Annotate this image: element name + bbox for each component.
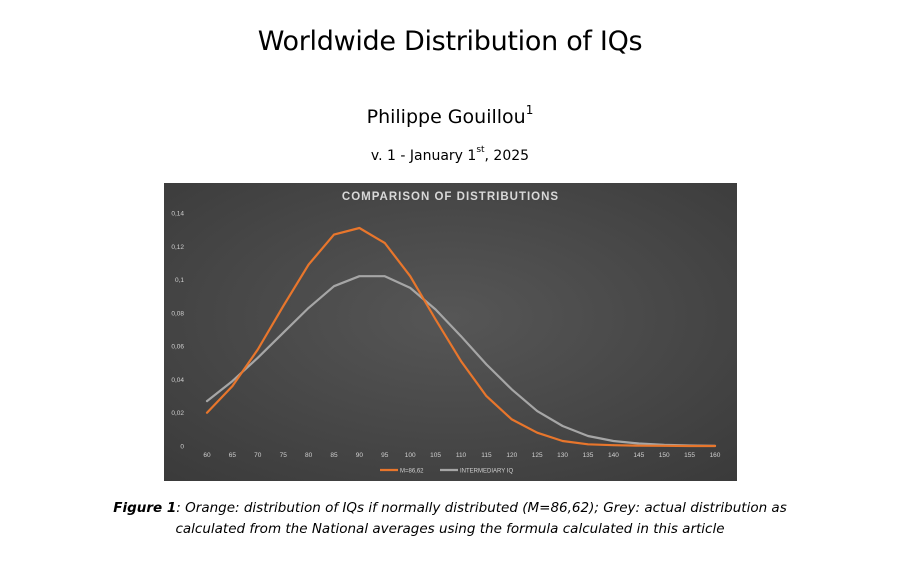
data-point-m-86-62 [383,242,386,244]
data-point-m-86-62 [561,440,564,442]
data-point-m-86-62 [256,348,259,351]
y-tick-label: 0,14 [171,211,184,218]
data-point-intermediary-iq [536,410,539,412]
x-tick-label: 140 [608,452,619,459]
data-point-m-86-62 [510,418,513,421]
data-point-m-86-62 [637,444,640,447]
x-tick-label: 80 [305,452,313,459]
y-tick-label: 0,02 [171,410,184,417]
caption-text: : Orange: distribution of IQs if normall… [175,500,787,537]
y-tick-label: 0,12 [171,244,184,251]
data-point-intermediary-iq [561,425,564,427]
data-point-intermediary-iq [510,388,513,391]
document-title: Worldwide Distribution of IQs [257,26,643,57]
data-point-m-86-62 [206,411,208,414]
x-tick-label: 115 [481,452,492,459]
x-tick-label: 90 [356,452,364,459]
y-tick-label: 0,1 [175,277,184,284]
data-point-intermediary-iq [612,440,615,442]
x-tick-label: 60 [203,452,211,459]
data-point-m-86-62 [409,275,412,278]
x-tick-label: 105 [430,452,441,459]
chart-background [164,183,737,481]
data-point-intermediary-iq [282,331,285,334]
data-point-m-86-62 [612,444,615,447]
figure-chart: COMPARISON OF DISTRIBUTIONS 0 0,02 0,04 0,06… [164,183,737,481]
x-tick-label: 130 [557,452,568,459]
data-point-intermediary-iq [434,308,437,311]
author-line: Philippe Gouillou1 [0,103,900,128]
y-tick-label: 0 [180,444,184,451]
y-tick-label: 0,06 [171,344,184,351]
data-point-m-86-62 [460,360,462,363]
author-name: Philippe Gouillou [366,106,526,128]
data-point-m-86-62 [333,233,335,236]
data-point-intermediary-iq [383,275,386,278]
data-point-m-86-62 [663,444,666,447]
x-tick-label: 85 [330,452,338,459]
figure-caption: Figure 1: Orange: distribution of IQs if… [100,498,800,540]
legend-label-intermediary-iq: INTERMEDIARY IQ [460,468,513,474]
data-point-m-86-62 [282,305,285,308]
data-point-m-86-62 [587,443,589,446]
version-suffix: , 2025 [484,148,530,164]
y-tick-label: 0,08 [171,310,184,317]
data-point-intermediary-iq [307,306,310,309]
x-tick-label: 120 [506,452,517,459]
caption-label: Figure 1 [113,500,177,516]
data-point-intermediary-iq [358,275,361,278]
data-point-intermediary-iq [206,400,208,402]
data-point-m-86-62 [485,395,488,397]
x-tick-label: 70 [254,452,262,459]
y-tick-label: 0,04 [171,377,184,384]
data-point-intermediary-iq [460,335,462,338]
x-tick-label: 150 [659,452,670,459]
data-point-intermediary-iq [637,442,640,445]
data-point-intermediary-iq [587,435,589,437]
x-tick-label: 65 [229,452,237,459]
data-point-m-86-62 [231,385,234,387]
author-footnote-marker: 1 [525,103,534,117]
x-tick-label: 125 [532,452,543,459]
x-tick-label: 95 [381,452,389,459]
data-point-intermediary-iq [256,356,259,359]
data-point-intermediary-iq [485,363,488,366]
data-point-m-86-62 [536,431,539,434]
data-point-intermediary-iq [333,285,335,288]
data-point-m-86-62 [714,445,716,447]
version-ordinal: st [476,145,485,155]
data-point-m-86-62 [358,227,361,229]
data-point-intermediary-iq [231,380,234,382]
data-point-m-86-62 [307,263,310,266]
x-tick-label: 160 [710,452,721,459]
x-tick-label: 155 [684,452,695,459]
x-tick-label: 135 [583,452,594,459]
version-line: v. 1 - January 1st, 2025 [0,145,900,164]
data-point-m-86-62 [688,445,691,447]
line-chart: COMPARISON OF DISTRIBUTIONS 0 0,02 0,04 0,06… [164,183,737,481]
x-tick-label: 145 [633,452,644,459]
x-tick-label: 110 [456,452,467,459]
chart-title: COMPARISON OF DISTRIBUTIONS [342,191,559,203]
x-tick-label: 100 [405,452,416,459]
version-prefix: v. 1 - January 1 [370,148,477,164]
data-point-intermediary-iq [409,286,412,289]
data-point-m-86-62 [434,318,437,321]
legend-label-m-86-62: M=86,62 [400,468,424,474]
x-tick-label: 75 [280,452,288,459]
